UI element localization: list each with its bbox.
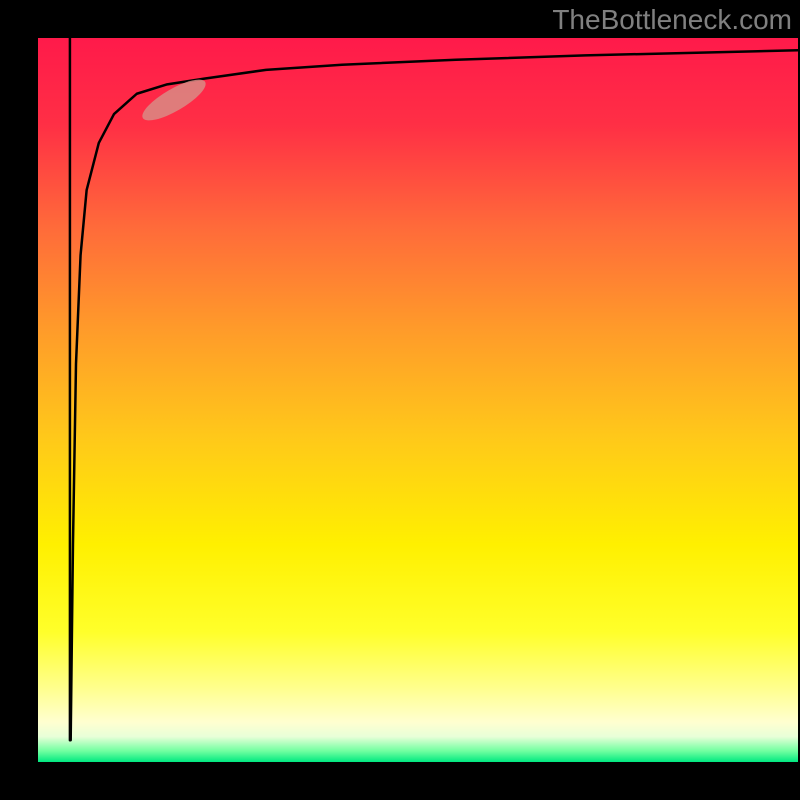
- plot-background-gradient: [38, 38, 798, 762]
- watermark-text: TheBottleneck.com: [552, 4, 792, 36]
